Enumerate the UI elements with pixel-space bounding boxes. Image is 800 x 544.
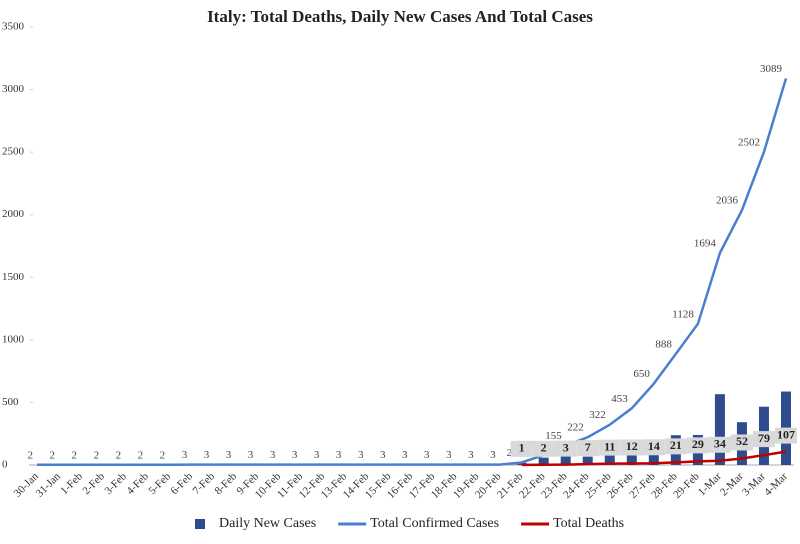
- data-label: 3: [182, 449, 188, 461]
- data-label: 2: [541, 440, 547, 454]
- label-box: [532, 440, 555, 457]
- data-label: 2036: [716, 195, 739, 207]
- x-tick-label: 4-Feb: [124, 470, 151, 497]
- bar: [560, 455, 571, 465]
- data-label: 79: [758, 431, 770, 445]
- y-tick-label: 2500: [2, 146, 25, 158]
- data-label: 3: [402, 449, 408, 461]
- data-label: 3: [270, 449, 276, 461]
- data-label: 2: [138, 449, 144, 461]
- bar: [626, 448, 637, 465]
- data-label: 322: [589, 409, 606, 421]
- bar: [714, 394, 725, 465]
- data-label: 1694: [694, 238, 717, 250]
- bar: [582, 456, 593, 465]
- y-tick-label: 3500: [2, 21, 25, 33]
- data-label: 29: [692, 437, 704, 451]
- legend-label: Total Confirmed Cases: [370, 516, 499, 531]
- data-label: 21: [670, 438, 682, 452]
- data-label: 3: [490, 449, 496, 461]
- x-tick-label: 5-Feb: [146, 470, 173, 497]
- x-tick-label: 8-Feb: [213, 470, 240, 497]
- y-tick-label: 2000: [2, 208, 25, 220]
- data-label: 3089: [760, 63, 783, 75]
- label-box: [576, 440, 599, 457]
- legend-swatch: [195, 519, 205, 529]
- x-tick-label: 2-Mar: [718, 470, 746, 498]
- data-label: 2: [160, 449, 166, 461]
- data-label: 3: [292, 449, 298, 461]
- data-label: 2: [28, 449, 34, 461]
- x-tick-label: 4-Mar: [762, 470, 790, 498]
- data-label: 11: [604, 439, 615, 453]
- x-tick-label: 1-Mar: [696, 470, 724, 498]
- label-box: [598, 439, 621, 456]
- data-label: 3: [380, 449, 386, 461]
- data-label: 3: [336, 449, 342, 461]
- data-label: 3: [424, 449, 430, 461]
- x-tick-label: 7-Feb: [191, 470, 218, 497]
- line: [521, 450, 787, 467]
- data-label: 12: [626, 439, 638, 453]
- data-label: 1128: [672, 308, 694, 320]
- data-label: 52: [736, 434, 748, 448]
- data-label: 3: [563, 440, 569, 454]
- label-box: [620, 439, 643, 456]
- data-label: 3: [358, 449, 364, 461]
- data-label: 2: [72, 449, 78, 461]
- data-label: 107: [777, 427, 795, 441]
- bar: [604, 452, 615, 465]
- y-tick-label: 0: [2, 459, 8, 471]
- y-tick-label: 1500: [2, 271, 25, 283]
- label-box: [686, 437, 709, 454]
- x-tick-label: 6-Feb: [168, 470, 195, 497]
- y-tick-label: 1000: [2, 333, 25, 345]
- data-label: 3: [468, 449, 474, 461]
- x-tick-label: 3-Feb: [102, 470, 129, 497]
- x-tick-label: 3-Mar: [740, 470, 768, 498]
- data-label: 2: [116, 449, 122, 461]
- y-tick-label: 500: [2, 396, 19, 408]
- line: [37, 78, 788, 466]
- label-box: [775, 427, 797, 444]
- data-label: 1: [519, 441, 525, 455]
- data-label: 888: [655, 338, 672, 350]
- bar: [538, 457, 549, 465]
- data-label: 2: [50, 449, 56, 461]
- legend-label: Total Deaths: [553, 516, 624, 531]
- y-tick-label: 3000: [2, 83, 25, 95]
- data-label: 2: [94, 449, 100, 461]
- data-label: 3: [204, 449, 210, 461]
- chart-title: Italy: Total Deaths, Daily New Cases And…: [207, 7, 593, 26]
- x-tick-label: 2-Feb: [80, 470, 107, 497]
- data-label: 3: [226, 449, 232, 461]
- data-label: 34: [714, 436, 726, 450]
- data-label: 155: [545, 430, 562, 442]
- label-box: [664, 438, 687, 455]
- legend-label: Daily New Cases: [219, 516, 316, 531]
- data-label: 14: [648, 439, 660, 453]
- x-tick-label: 29-Feb: [671, 470, 702, 501]
- x-tick-label: 1-Feb: [58, 470, 85, 497]
- data-label: 3: [248, 449, 254, 461]
- data-label: 3: [314, 449, 320, 461]
- data-label: 2502: [738, 136, 760, 148]
- x-tick-label: 31-Jan: [34, 470, 64, 500]
- label-box: [554, 440, 577, 457]
- label-box: [510, 440, 533, 457]
- label-box: [708, 436, 731, 453]
- data-label: 222: [567, 422, 584, 434]
- data-label: 3: [446, 449, 452, 461]
- label-box: [642, 439, 665, 456]
- data-label: 650: [633, 368, 650, 380]
- data-label: 7: [585, 440, 591, 454]
- data-label: 453: [611, 393, 628, 405]
- label-box: [752, 431, 775, 448]
- label-box: [730, 434, 753, 451]
